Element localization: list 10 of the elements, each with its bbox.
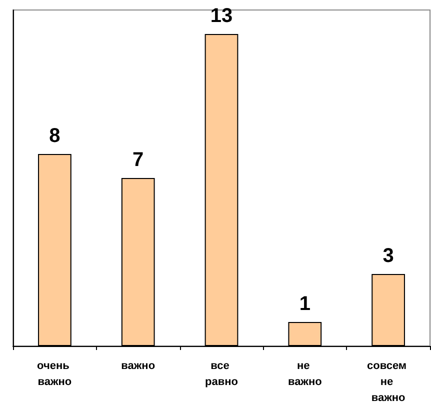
x-tick-label: не важно: [288, 360, 322, 388]
x-tick-label: совсем не важно: [366, 360, 410, 404]
x-tick-label: очень важно: [36, 360, 72, 388]
x-tick-label: все равно: [205, 360, 238, 388]
data-label: 1: [299, 293, 310, 315]
data-label: 8: [49, 125, 60, 147]
data-label: 13: [210, 5, 233, 27]
data-label: 3: [382, 245, 394, 267]
x-tick-label: важно: [121, 360, 156, 372]
data-label: 7: [132, 149, 144, 171]
